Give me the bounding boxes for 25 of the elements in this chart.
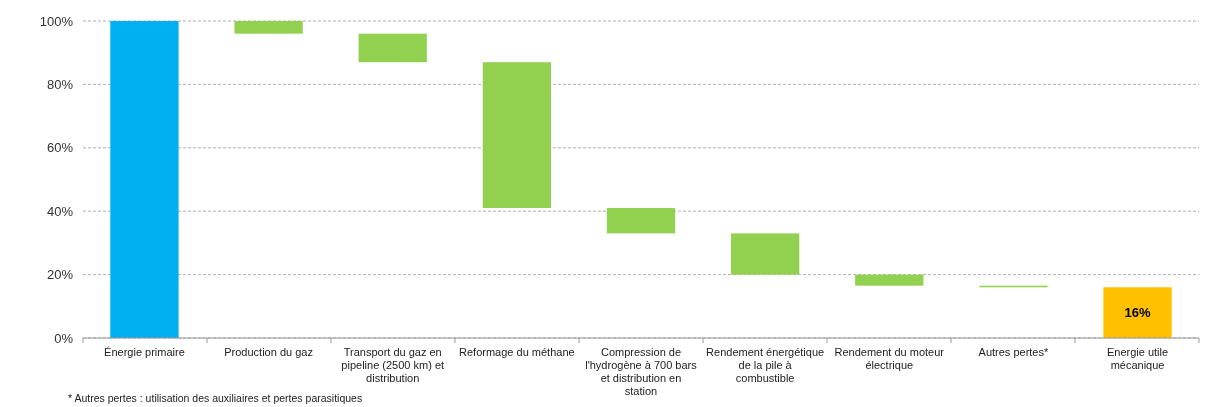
y-tick-label: 60% [46, 140, 74, 156]
x-tick-label: Reformage du méthane [459, 346, 575, 358]
x-tick-label: Rendement énergétique de la pile à combustible [706, 346, 825, 384]
bar [358, 33, 427, 63]
bar [606, 208, 676, 234]
x-tick-label: Transport du gaz en pipeline (2500 km) et distribution [341, 346, 445, 384]
y-tick-label: 40% [46, 203, 74, 219]
x-tick-label: Rendement du moteur électrique [834, 346, 945, 371]
bar [1103, 287, 1172, 338]
text: * Autres pertes : utilisation des auxiliaires et pertes parasitiques [68, 392, 363, 404]
bar [855, 274, 924, 286]
data-label: 16% [1124, 305, 1151, 321]
y-tick-label: 80% [46, 76, 74, 92]
x-tick-label: Énergie primaire [104, 346, 185, 358]
x-tick-label: Production du gaz [224, 346, 313, 358]
x-tick-label: Energie utile mécanique [1106, 346, 1169, 371]
y-tick-label: 20% [46, 267, 74, 283]
y-tick-label: 100% [39, 13, 74, 29]
y-tick-label: 0% [54, 330, 74, 346]
x-tick-label: Compression de l'hydrogène à 700 bars et distribution en station [585, 346, 698, 397]
bar [234, 21, 303, 34]
x-tick-label: Autres pertes* [978, 346, 1049, 358]
bar [482, 62, 551, 209]
bar [731, 233, 800, 275]
bar [110, 21, 179, 338]
